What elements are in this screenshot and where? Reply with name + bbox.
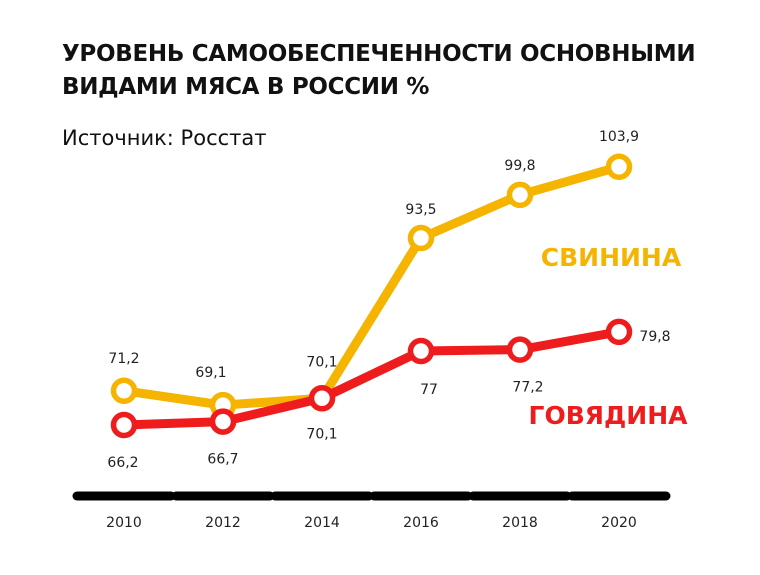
source-note: Источник: Росстат <box>62 126 267 150</box>
data-point <box>605 153 633 181</box>
chart-title: УРОВЕНЬ САМООБЕСПЕЧЕННОСТИ ОСНОВНЫМИ ВИД… <box>62 41 696 100</box>
data-label: 93,5 <box>405 202 436 218</box>
data-point <box>506 336 534 363</box>
data-point <box>407 337 435 365</box>
data-label: 69,1 <box>195 365 226 381</box>
data-label: 77 <box>420 382 438 398</box>
data-label: 70,1 <box>306 354 337 370</box>
x-tick-label: 2016 <box>403 515 439 531</box>
series-name-label: СВИНИНА <box>541 243 682 272</box>
data-label: 79,8 <box>639 329 670 345</box>
series-name-label: ГОВЯДИНА <box>529 401 689 430</box>
data-label: 71,2 <box>108 351 139 367</box>
data-label: 99,8 <box>504 158 535 174</box>
data-point <box>308 385 336 412</box>
x-tick-label: 2010 <box>106 515 142 531</box>
data-label: 66,2 <box>107 455 138 471</box>
x-tick-label: 2014 <box>304 515 340 531</box>
data-label: 70,1 <box>306 426 337 442</box>
data-point <box>209 408 237 435</box>
data-label: 66,7 <box>207 452 238 468</box>
series-line <box>119 162 624 410</box>
data-point <box>605 318 633 346</box>
series-line <box>119 327 624 430</box>
data-label: 103,9 <box>599 129 639 145</box>
x-tick-label: 2012 <box>205 515 241 531</box>
data-point <box>110 411 138 439</box>
data-point <box>407 224 435 252</box>
x-tick-label: 2020 <box>601 515 637 531</box>
data-label: 77,2 <box>512 380 543 396</box>
data-point <box>506 181 534 209</box>
data-point <box>110 377 138 404</box>
x-tick-label: 2018 <box>502 515 538 531</box>
